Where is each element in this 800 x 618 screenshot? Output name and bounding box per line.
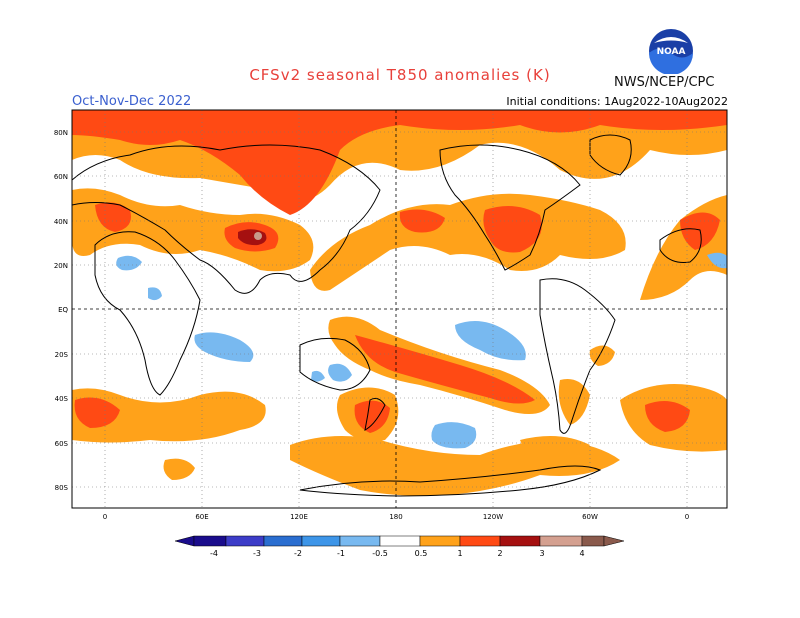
latitude-labels: 80N 60N 40N 20N EQ 20S 40S 60S 80S bbox=[54, 129, 69, 492]
legend-swatch bbox=[581, 535, 605, 547]
legend-swatch bbox=[301, 535, 341, 547]
legend-swatch bbox=[499, 535, 541, 547]
legend-swatch bbox=[539, 535, 583, 547]
legend-swatch bbox=[459, 535, 501, 547]
lat-label: 20S bbox=[55, 351, 69, 359]
legend-label: -0.5 bbox=[372, 549, 388, 558]
lat-label: 60N bbox=[54, 173, 68, 181]
cool-anomaly-australia bbox=[328, 363, 352, 382]
cool-anomaly-southern-ocean bbox=[431, 422, 477, 449]
warm-anomaly-europe-core bbox=[95, 202, 131, 232]
color-bar bbox=[174, 535, 625, 547]
legend-swatch bbox=[193, 535, 227, 547]
warm-anomaly-pacific-core bbox=[399, 209, 445, 233]
season-label: Oct-Nov-Dec 2022 bbox=[72, 94, 192, 109]
lon-label: 180 bbox=[389, 513, 402, 521]
legend-swatch bbox=[339, 535, 381, 547]
warm-anomaly-weddell bbox=[520, 436, 590, 462]
warm-anomaly-nz-core bbox=[354, 400, 390, 433]
lat-label: 40N bbox=[54, 218, 68, 226]
longitude-labels: 0 60E 120E 180 120W 60W 0 bbox=[103, 513, 689, 521]
lon-label: 120W bbox=[483, 513, 503, 521]
lat-label: 40S bbox=[55, 395, 69, 403]
lon-label: 120E bbox=[290, 513, 308, 521]
noaa-logo-icon: NOAA bbox=[649, 29, 693, 74]
cool-anomaly-atlantic-small bbox=[148, 287, 162, 301]
legend-label: 0.5 bbox=[415, 549, 428, 558]
legend-label: -3 bbox=[253, 549, 261, 558]
warm-anomaly-south-indian-core bbox=[74, 397, 120, 428]
warm-anomaly-south-indian-small bbox=[163, 458, 195, 480]
lon-label: 60E bbox=[195, 513, 208, 521]
agency-label: NWS/NCEP/CPC bbox=[614, 75, 715, 90]
warm-anomaly-southern-band bbox=[72, 388, 266, 443]
cool-anomaly-africa bbox=[116, 255, 142, 271]
warm-anomaly-us-core bbox=[483, 206, 542, 253]
lat-label: EQ bbox=[58, 306, 68, 314]
legend-label: 4 bbox=[579, 549, 584, 558]
warm-anomaly-south-pacific-core bbox=[355, 335, 535, 404]
initial-conditions-label: Initial conditions: 1Aug2022-10Aug2022 bbox=[506, 95, 728, 108]
legend-swatch bbox=[419, 535, 461, 547]
lat-label: 20N bbox=[54, 262, 68, 270]
map-frame bbox=[71, 109, 728, 509]
lon-label: 0 bbox=[685, 513, 689, 521]
coastlines bbox=[72, 134, 702, 497]
lon-label: 60W bbox=[582, 513, 598, 521]
lon-label: 0 bbox=[103, 513, 107, 521]
map-title: CFSv2 seasonal T850 anomalies (K) bbox=[249, 66, 551, 84]
legend-swatch bbox=[225, 535, 265, 547]
warm-anomaly-south-atlantic-core bbox=[645, 401, 690, 432]
warm-anomaly-arctic-core bbox=[72, 110, 727, 215]
cool-anomaly-australia-west bbox=[311, 370, 325, 382]
legend-swatch bbox=[603, 535, 625, 547]
legend-label: 1 bbox=[457, 549, 462, 558]
lat-label: 80N bbox=[54, 129, 68, 137]
legend-swatch bbox=[263, 535, 303, 547]
warm-anomaly-north-america bbox=[310, 193, 626, 291]
legend-swatch bbox=[174, 535, 195, 547]
legend-label: 3 bbox=[539, 549, 544, 558]
color-bar-labels: -4 -3 -2 -1 -0.5 0.5 1 2 3 4 bbox=[210, 549, 585, 558]
legend-label: -1 bbox=[337, 549, 345, 558]
cool-anomaly-east-pacific bbox=[455, 321, 526, 361]
cool-anomaly-caribbean bbox=[707, 252, 727, 269]
noaa-logo-text: NOAA bbox=[657, 47, 686, 57]
legend-swatch bbox=[379, 535, 421, 547]
legend-label: -2 bbox=[294, 549, 302, 558]
reference-lines bbox=[72, 110, 727, 508]
lat-label: 60S bbox=[55, 440, 69, 448]
cool-anomaly-indian bbox=[194, 332, 254, 362]
legend-label: -4 bbox=[210, 549, 218, 558]
legend-label: 2 bbox=[497, 549, 502, 558]
lat-label: 80S bbox=[55, 484, 69, 492]
